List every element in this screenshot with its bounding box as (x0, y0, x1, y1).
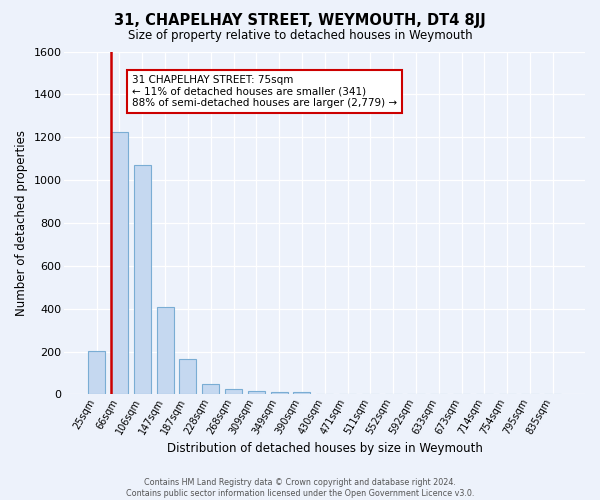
Bar (225, 389, 242, 394)
X-axis label: Distribution of detached houses by size in Weymouth: Distribution of detached houses by size … (167, 442, 482, 455)
Y-axis label: Number of detached properties: Number of detached properties (15, 130, 28, 316)
Text: 31, CHAPELHAY STREET, WEYMOUTH, DT4 8JJ: 31, CHAPELHAY STREET, WEYMOUTH, DT4 8JJ (114, 12, 486, 28)
Bar (271, 392, 287, 394)
Text: Size of property relative to detached houses in Weymouth: Size of property relative to detached ho… (128, 29, 472, 42)
Bar (202, 384, 219, 394)
Bar (111, 132, 128, 394)
Bar (293, 392, 310, 394)
Text: Contains HM Land Registry data © Crown copyright and database right 2024.
Contai: Contains HM Land Registry data © Crown c… (126, 478, 474, 498)
Bar (179, 359, 196, 394)
Bar (134, 165, 151, 394)
Text: 31 CHAPELHAY STREET: 75sqm
← 11% of detached houses are smaller (341)
88% of sem: 31 CHAPELHAY STREET: 75sqm ← 11% of deta… (132, 75, 397, 108)
Bar (88, 350, 105, 395)
Bar (248, 391, 265, 394)
Bar (157, 306, 173, 394)
